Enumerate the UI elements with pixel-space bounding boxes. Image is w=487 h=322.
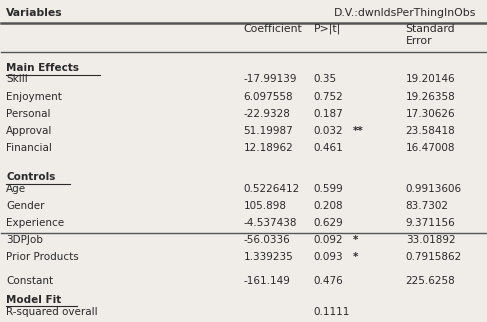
- Text: *: *: [353, 235, 358, 245]
- Text: -56.0336: -56.0336: [244, 235, 290, 245]
- Text: Variables: Variables: [6, 8, 63, 18]
- Text: 19.20146: 19.20146: [406, 74, 455, 84]
- Text: 17.30626: 17.30626: [406, 109, 455, 119]
- Text: Coefficient: Coefficient: [244, 24, 302, 34]
- Text: Controls: Controls: [6, 173, 56, 183]
- Text: 1.339235: 1.339235: [244, 252, 293, 262]
- Text: Experience: Experience: [6, 218, 64, 228]
- Text: 0.461: 0.461: [314, 143, 343, 153]
- Text: 0.599: 0.599: [314, 184, 343, 194]
- Text: -22.9328: -22.9328: [244, 109, 290, 119]
- Text: 12.18962: 12.18962: [244, 143, 293, 153]
- Text: Gender: Gender: [6, 201, 45, 211]
- Text: **: **: [353, 126, 363, 136]
- Text: 0.35: 0.35: [314, 74, 337, 84]
- Text: -17.99139: -17.99139: [244, 74, 297, 84]
- Text: Standard
Error: Standard Error: [406, 24, 455, 46]
- Text: Model Fit: Model Fit: [6, 295, 61, 305]
- Text: 0.032: 0.032: [314, 126, 343, 136]
- Text: -4.537438: -4.537438: [244, 218, 297, 228]
- Text: D.V.:dwnldsPerThingInObs: D.V.:dwnldsPerThingInObs: [334, 8, 476, 18]
- Text: 3DPJob: 3DPJob: [6, 235, 43, 245]
- Text: Skill: Skill: [6, 74, 28, 84]
- Text: 19.26358: 19.26358: [406, 92, 455, 102]
- Text: Main Effects: Main Effects: [6, 63, 79, 73]
- Text: Enjoyment: Enjoyment: [6, 92, 62, 102]
- Text: 6.097558: 6.097558: [244, 92, 293, 102]
- Text: 105.898: 105.898: [244, 201, 286, 211]
- Text: 0.5226412: 0.5226412: [244, 184, 300, 194]
- Text: 33.01892: 33.01892: [406, 235, 455, 245]
- Text: Financial: Financial: [6, 143, 52, 153]
- Text: Personal: Personal: [6, 109, 51, 119]
- Text: Age: Age: [6, 184, 26, 194]
- Text: 0.093: 0.093: [314, 252, 343, 262]
- Text: 0.9913606: 0.9913606: [406, 184, 462, 194]
- Text: *: *: [353, 252, 358, 262]
- Text: 0.752: 0.752: [314, 92, 343, 102]
- Text: 16.47008: 16.47008: [406, 143, 455, 153]
- Text: 23.58418: 23.58418: [406, 126, 455, 136]
- Text: 0.092: 0.092: [314, 235, 343, 245]
- Text: 0.476: 0.476: [314, 277, 343, 287]
- Text: Prior Products: Prior Products: [6, 252, 79, 262]
- Text: 83.7302: 83.7302: [406, 201, 449, 211]
- Text: Approval: Approval: [6, 126, 53, 136]
- Text: R-squared overall: R-squared overall: [6, 307, 98, 317]
- Text: P>|t|: P>|t|: [314, 24, 341, 34]
- Text: 9.371156: 9.371156: [406, 218, 455, 228]
- Text: 0.187: 0.187: [314, 109, 343, 119]
- Text: 51.19987: 51.19987: [244, 126, 293, 136]
- Text: Constant: Constant: [6, 277, 54, 287]
- Text: 0.1111: 0.1111: [314, 307, 350, 317]
- Text: -161.149: -161.149: [244, 277, 290, 287]
- Text: 225.6258: 225.6258: [406, 277, 455, 287]
- Text: 0.629: 0.629: [314, 218, 343, 228]
- Text: 0.208: 0.208: [314, 201, 343, 211]
- Text: 0.7915862: 0.7915862: [406, 252, 462, 262]
